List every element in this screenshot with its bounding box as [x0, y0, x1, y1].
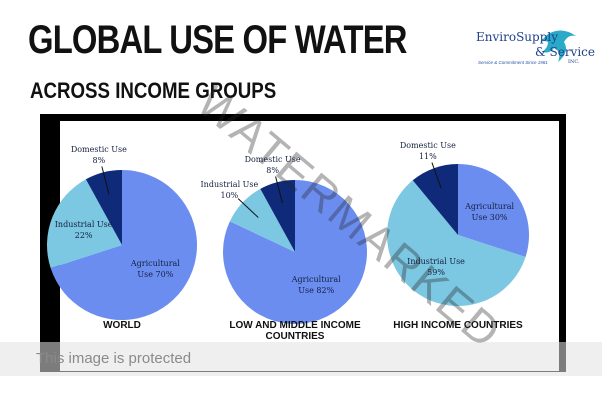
slice-label: Agricultural Use 30%	[465, 202, 515, 223]
notice: This image is protected	[36, 350, 192, 367]
title: GLOBAL USE OF WATER	[28, 18, 407, 62]
pie-slice	[458, 164, 529, 257]
leader-line	[431, 162, 442, 189]
logo-name: EnviroSupply	[476, 30, 558, 44]
notice-strip	[0, 342, 602, 376]
leader-line	[237, 198, 259, 218]
slice-label: Agricultural Use 70%	[130, 259, 180, 280]
pie-title: LOW AND MIDDLE INCOME COUNTRIES	[229, 320, 361, 342]
logo-tagline: Service & Commitment Since 1981	[478, 60, 548, 65]
logo-suffix: INC.	[568, 59, 580, 65]
pie-slice	[386, 180, 526, 307]
logo-name: & Service	[535, 45, 595, 59]
pies	[47, 162, 529, 324]
slice-label: Domestic Use 11%	[399, 141, 456, 162]
leader-line	[101, 166, 110, 195]
pie-slice	[50, 170, 197, 320]
slice-label: Domestic Use 8%	[70, 144, 127, 165]
pie-slice	[47, 179, 122, 269]
pie-slice	[412, 164, 458, 235]
leader-line	[275, 176, 283, 204]
pie-title: WORLD	[103, 320, 141, 331]
subtitle: ACROSS INCOME GROUPS	[30, 78, 277, 103]
slice-label: Industrial Use 22%	[54, 219, 113, 240]
slice-label: Agricultural Use 82%	[291, 275, 341, 296]
slice-label: Industrial Use 59%	[407, 257, 465, 278]
pie-title: HIGH INCOME COUNTRIES	[393, 320, 523, 331]
pie-slice	[229, 188, 295, 252]
pie-slice	[260, 180, 295, 252]
logo-dolphin	[540, 30, 576, 62]
slice-label: Domestic Use 8%	[244, 154, 301, 175]
pie-slice	[85, 170, 122, 245]
slice-label: Industrial Use 10%	[200, 180, 259, 201]
